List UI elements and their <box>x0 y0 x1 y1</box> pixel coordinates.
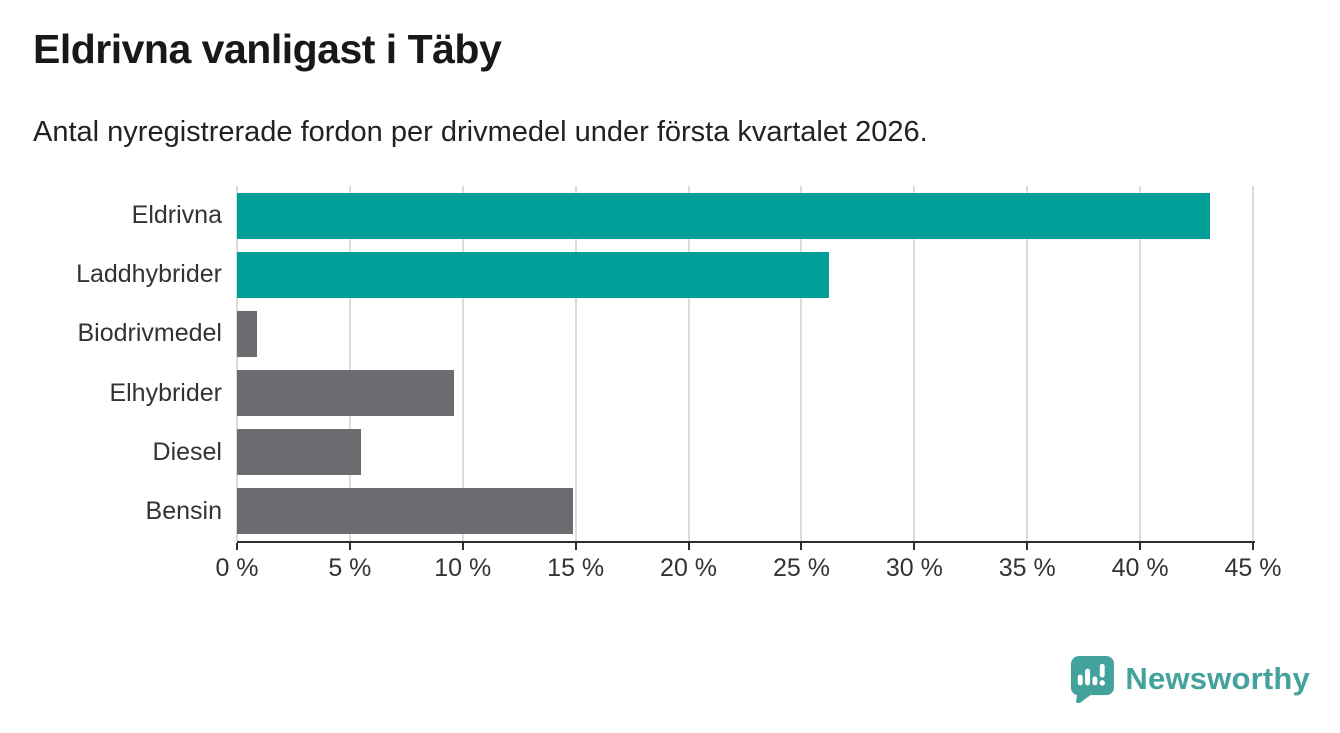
gridline <box>687 186 690 541</box>
axis-tick <box>236 543 238 550</box>
gridline <box>1139 186 1142 541</box>
plot-area <box>236 186 1254 541</box>
axis-tick-label: 30 % <box>885 554 943 582</box>
gridline <box>236 186 238 541</box>
newsworthy-logo: Newsworthy <box>1067 654 1310 703</box>
gridline <box>1252 186 1254 541</box>
axis-tick-label: 0 % <box>215 554 259 582</box>
bar-chart: Eldrivna Laddhybrider Biodrivmedel Elhybrid… <box>0 186 1340 606</box>
axis-tick <box>574 543 577 550</box>
gridline <box>461 186 464 541</box>
gridline <box>913 186 916 541</box>
bar-laddhybrider <box>237 251 829 298</box>
axis-tick-label: 35 % <box>998 554 1056 582</box>
gridline <box>1026 186 1029 541</box>
category-label-elhybrider: Elhybrider <box>109 378 222 407</box>
gridline <box>574 186 577 541</box>
category-label-bensin: Bensin <box>145 496 222 525</box>
bar-bensin <box>237 488 574 535</box>
axis-tick-label: 45 % <box>1224 554 1282 582</box>
axis-tick <box>913 543 916 550</box>
gridline <box>348 186 351 541</box>
category-label-biodrivmedel: Biodrivmedel <box>77 319 222 348</box>
newsworthy-icon <box>1071 655 1115 703</box>
bar-elhybrider <box>237 370 454 417</box>
category-label-diesel: Diesel <box>152 437 222 466</box>
axis-tick-label: 25 % <box>772 554 830 582</box>
axis-tick <box>1252 543 1254 550</box>
category-label-eldrivna: Eldrivna <box>131 201 222 230</box>
axis-tick-label: 40 % <box>1111 554 1169 582</box>
newsworthy-wordmark: Newsworthy <box>1125 660 1310 696</box>
axis-tick <box>1139 543 1142 550</box>
bar-eldrivna <box>237 192 1211 239</box>
bar-biodrivmedel <box>237 310 258 357</box>
axis-tick <box>800 543 803 550</box>
axis-tick <box>687 543 690 550</box>
axis-tick-label: 20 % <box>660 554 718 582</box>
axis-tick-label: 5 % <box>328 554 372 582</box>
axis-tick-label: 15 % <box>547 554 605 582</box>
chart-title: Eldrivna vanligast i Täby <box>33 26 502 72</box>
x-axis-line <box>237 541 1255 543</box>
axis-tick <box>461 543 464 550</box>
axis-tick <box>1026 543 1029 550</box>
chart-subtitle: Antal nyregistrerade fordon per drivmede… <box>33 116 928 148</box>
gridline <box>800 186 803 541</box>
category-label-laddhybrider: Laddhybrider <box>76 260 222 289</box>
axis-tick <box>348 543 351 550</box>
bar-diesel <box>237 429 362 476</box>
axis-tick-label: 10 % <box>434 554 492 582</box>
